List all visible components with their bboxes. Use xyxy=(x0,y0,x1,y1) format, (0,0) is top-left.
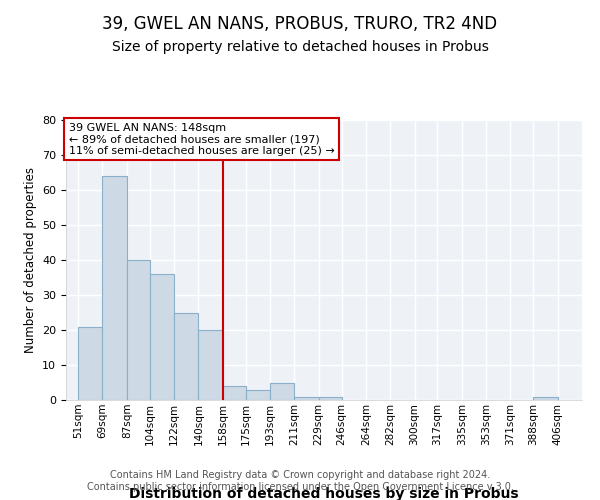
Bar xyxy=(319,396,341,400)
Text: 39 GWEL AN NANS: 148sqm
← 89% of detached houses are smaller (197)
11% of semi-d: 39 GWEL AN NANS: 148sqm ← 89% of detache… xyxy=(68,123,334,156)
Bar xyxy=(223,386,245,400)
X-axis label: Distribution of detached houses by size in Probus: Distribution of detached houses by size … xyxy=(129,486,519,500)
Bar xyxy=(150,274,174,400)
Bar xyxy=(199,330,223,400)
Text: Size of property relative to detached houses in Probus: Size of property relative to detached ho… xyxy=(112,40,488,54)
Bar xyxy=(78,326,103,400)
Bar xyxy=(533,396,557,400)
Text: 39, GWEL AN NANS, PROBUS, TRURO, TR2 4ND: 39, GWEL AN NANS, PROBUS, TRURO, TR2 4ND xyxy=(103,15,497,33)
Text: Contains public sector information licensed under the Open Government Licence v : Contains public sector information licen… xyxy=(86,482,514,492)
Y-axis label: Number of detached properties: Number of detached properties xyxy=(23,167,37,353)
Bar xyxy=(270,382,294,400)
Bar xyxy=(294,396,319,400)
Bar xyxy=(103,176,127,400)
Bar xyxy=(245,390,270,400)
Text: Contains HM Land Registry data © Crown copyright and database right 2024.: Contains HM Land Registry data © Crown c… xyxy=(110,470,490,480)
Bar xyxy=(174,312,199,400)
Bar xyxy=(127,260,150,400)
